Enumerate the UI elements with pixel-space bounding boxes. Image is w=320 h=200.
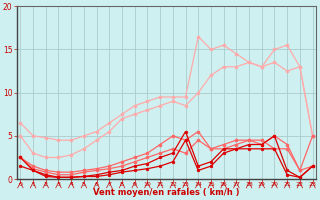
X-axis label: Vent moyen/en rafales ( km/h ): Vent moyen/en rafales ( km/h ) <box>93 188 240 197</box>
